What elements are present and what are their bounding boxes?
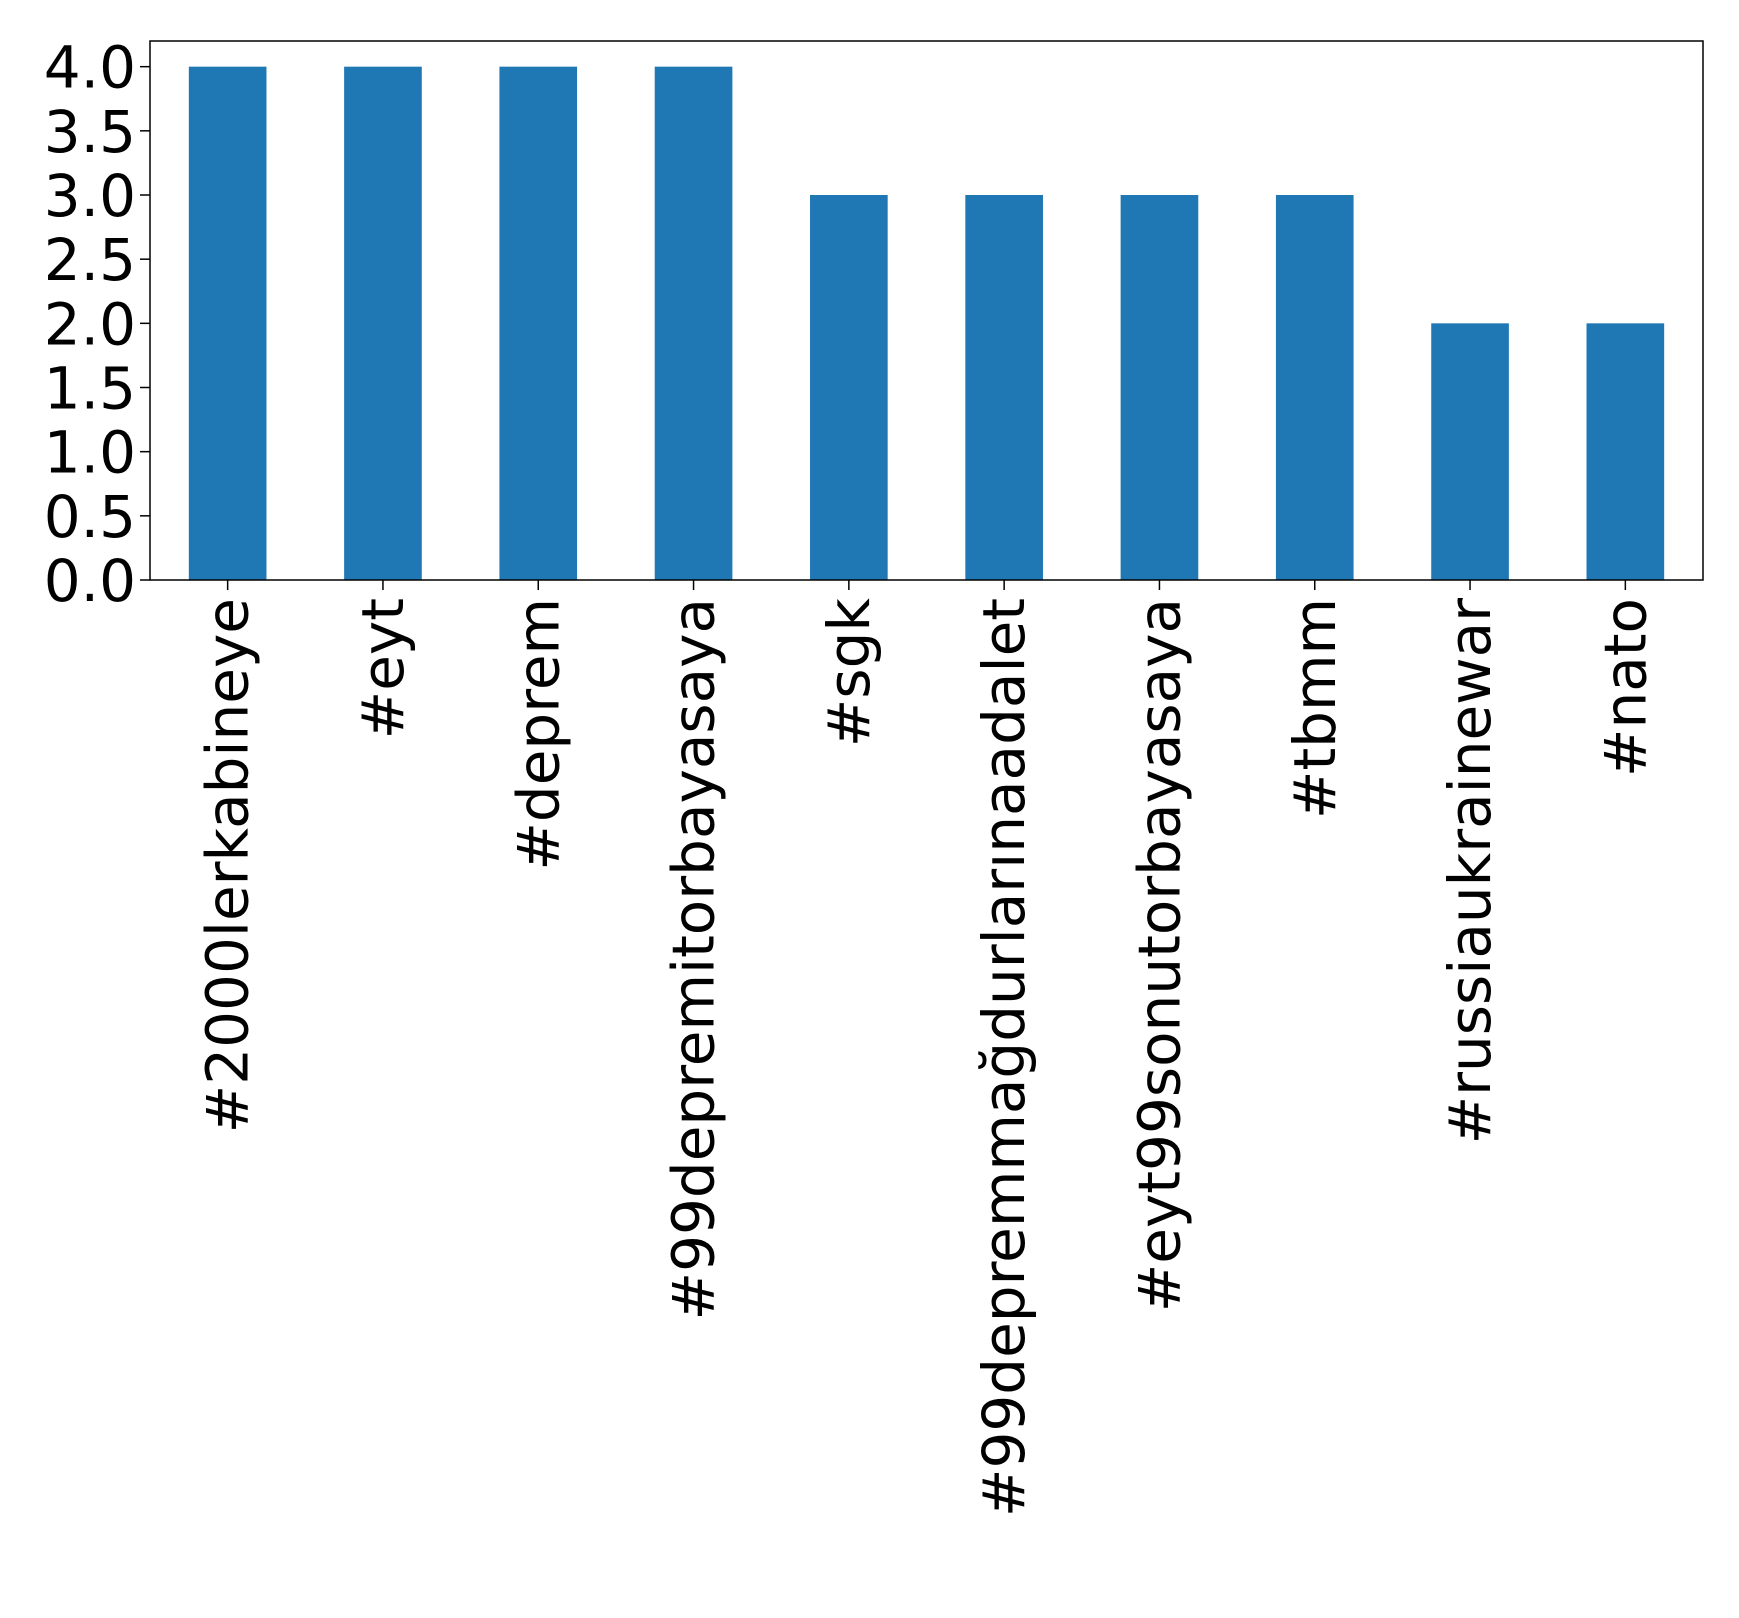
x-tick-label: #deprem: [504, 598, 572, 871]
y-tick-label: 3.5: [44, 98, 136, 166]
bar-8: [1275, 195, 1354, 580]
x-tick-label: #eyt: [349, 598, 417, 739]
y-tick-label: 0.0: [44, 547, 136, 615]
x-tick-label: #sgk: [815, 598, 883, 748]
x-tick-label: #99depremitorbayasaya: [660, 598, 728, 1321]
bar-9: [1431, 323, 1509, 580]
x-tick-label: #russiaukrainewar: [1436, 598, 1504, 1145]
bar-5: [810, 195, 888, 580]
y-tick-label: 3.0: [44, 162, 136, 230]
bar-4: [654, 66, 733, 580]
bar-3: [499, 66, 578, 580]
bar-2: [344, 66, 422, 580]
bar-10: [1586, 323, 1665, 580]
y-tick-label: 1.5: [44, 355, 136, 423]
y-tick-label: 4.0: [44, 34, 136, 102]
y-tick-label: 2.0: [44, 290, 136, 358]
bar-7: [1120, 195, 1199, 580]
x-tick-label: #tbmm: [1281, 598, 1349, 819]
bar-1: [188, 66, 267, 580]
bar-6: [965, 195, 1043, 580]
x-tick-label: #2000lerkabineye: [194, 598, 262, 1133]
y-axis: 0.00.51.01.52.02.53.03.54.0: [44, 34, 150, 615]
y-tick-label: 1.0: [44, 419, 136, 487]
x-tick-label: #99depremmağdurlarınaadalet: [970, 598, 1038, 1517]
bars-layer: [188, 66, 1665, 580]
y-tick-label: 2.5: [44, 226, 136, 294]
x-tick-label: #eyt99sonutorbayasaya: [1125, 598, 1193, 1312]
plot-frame: [149, 40, 1704, 581]
y-tick-label: 0.5: [44, 483, 136, 551]
x-axis: #2000lerkabineye #eyt #deprem #99depremitor…: [194, 580, 1659, 1517]
x-tick-label: #nato: [1591, 598, 1659, 777]
